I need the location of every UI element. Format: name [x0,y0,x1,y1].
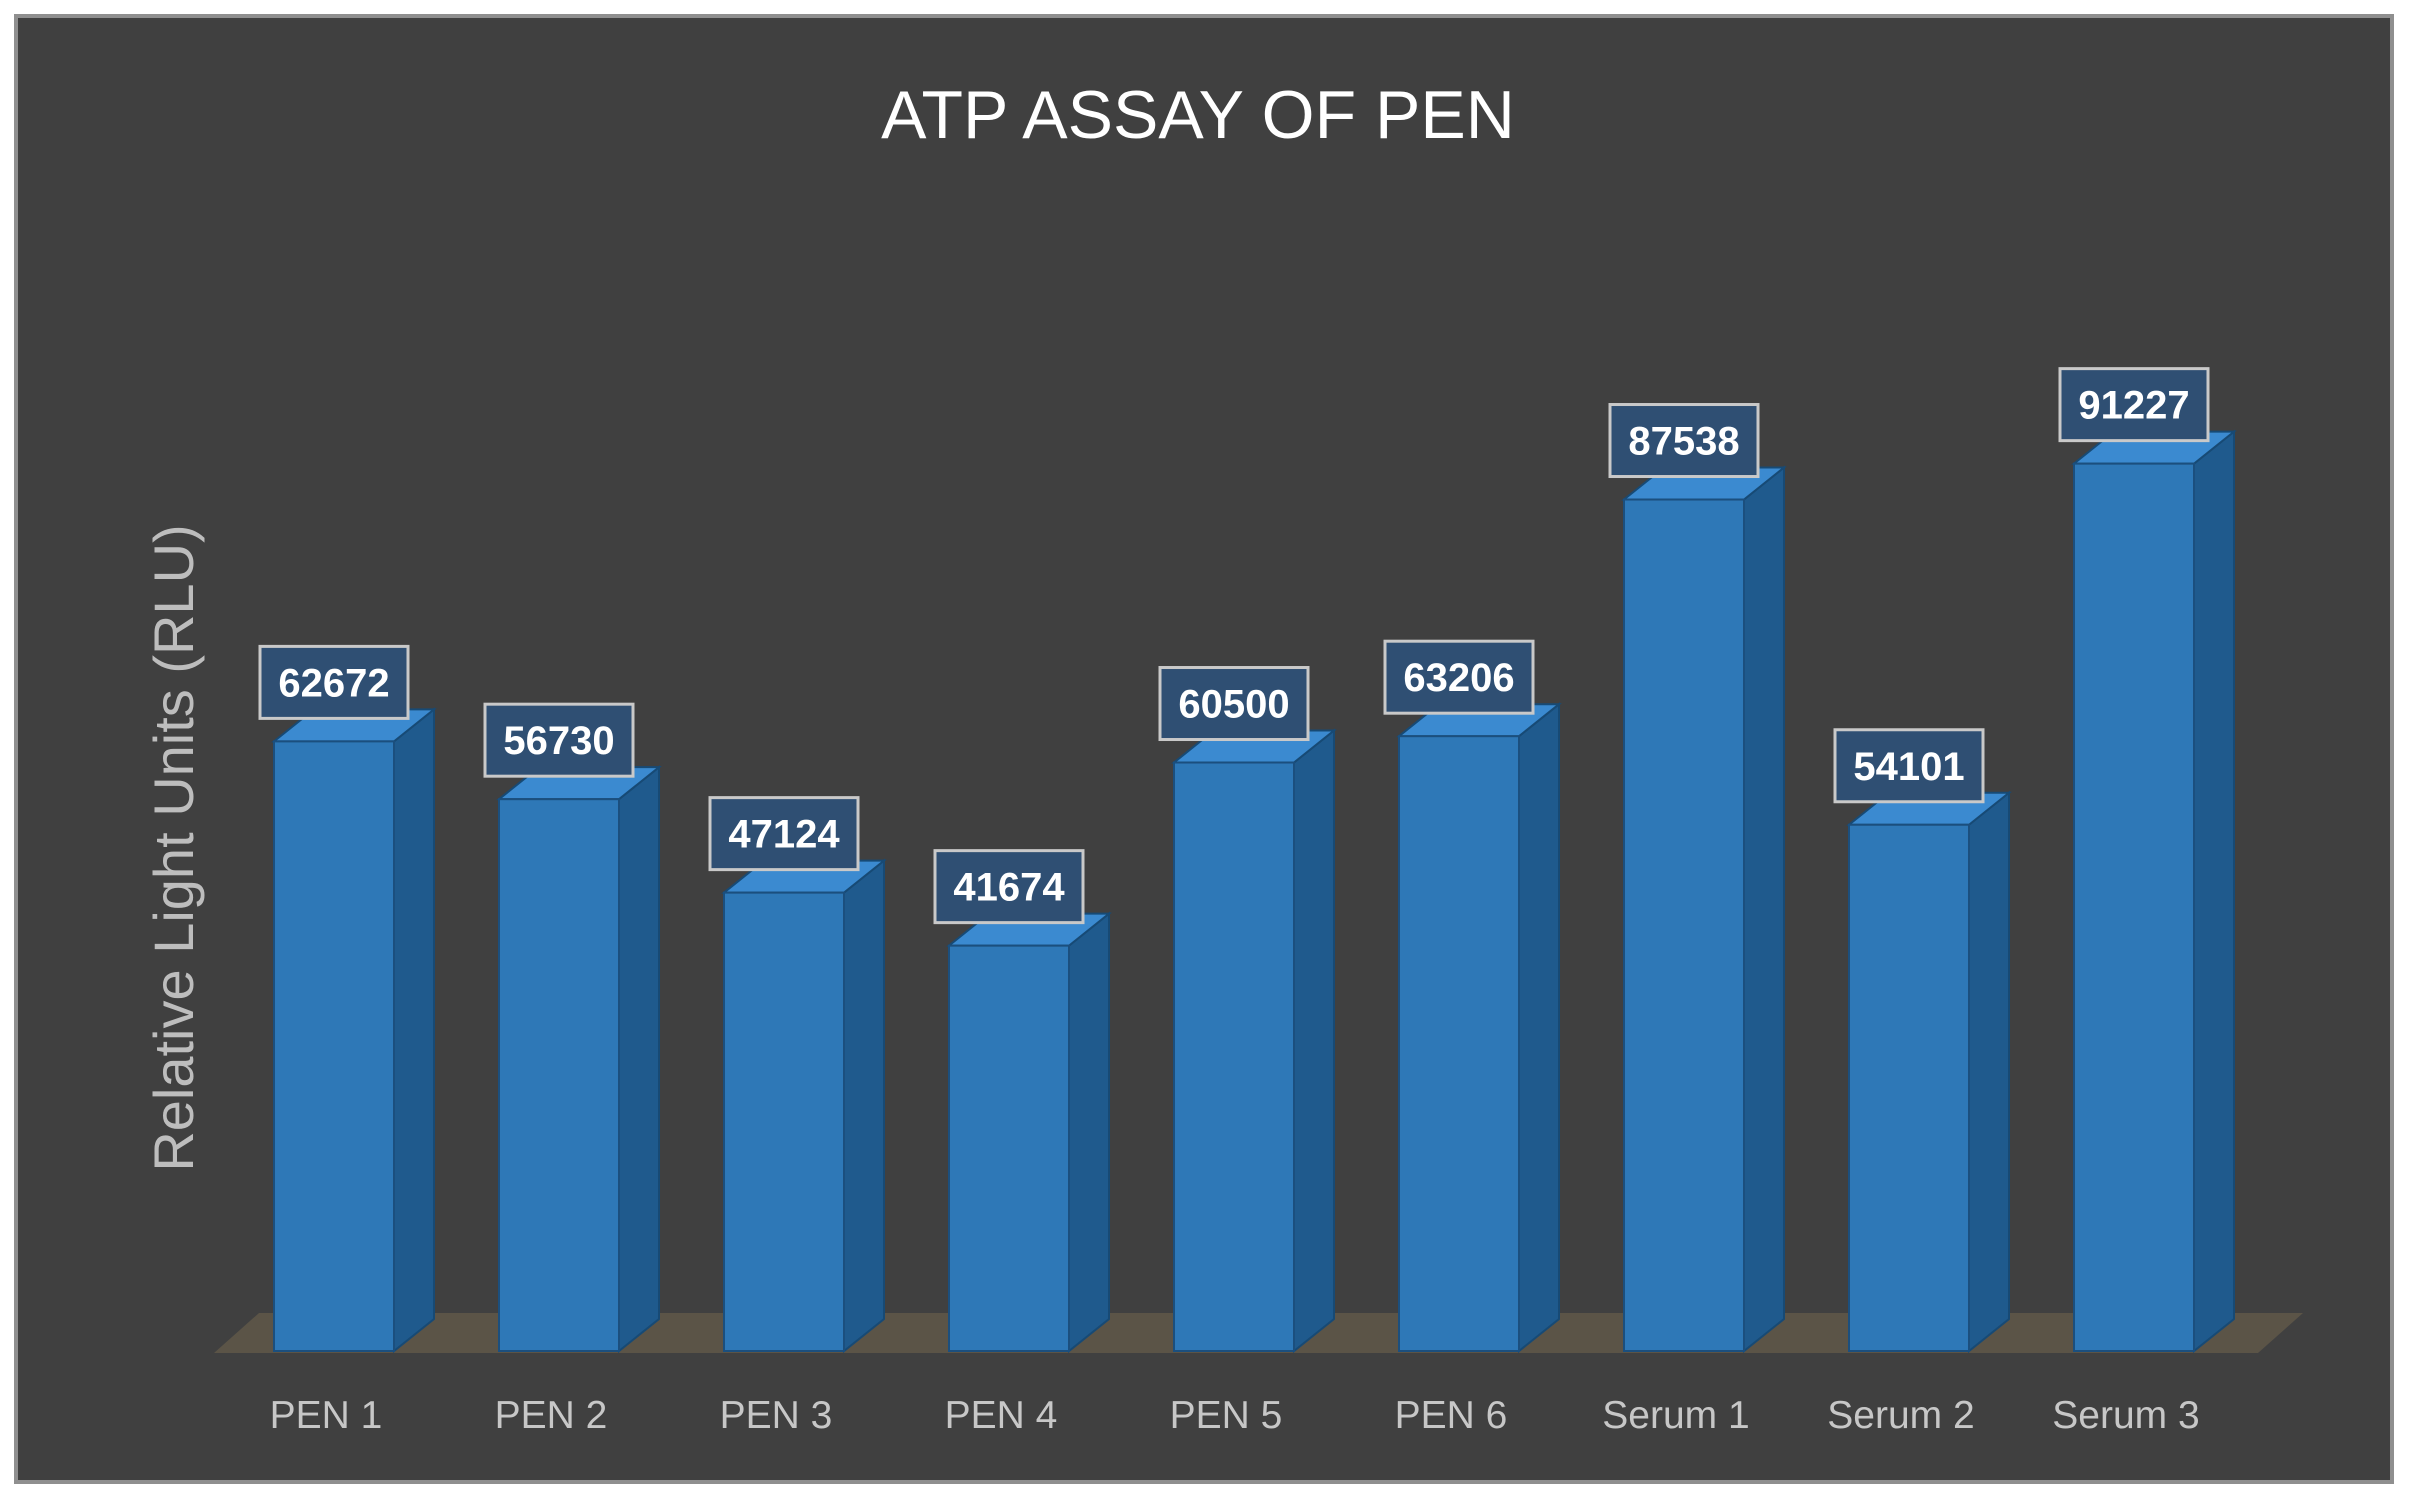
bar-side-face [618,765,660,1354]
data-label-box [1158,666,1310,742]
data-label-box [708,796,860,872]
bar-pen-5 [1171,728,1337,1354]
data-label-box [258,644,410,720]
data-label-pen-2: 56730 [483,702,635,778]
data-label-value: 63206 [1403,656,1514,700]
bar-front-face [1623,498,1745,1352]
bar-front-face [1173,761,1295,1352]
data-label-box [933,849,1085,925]
data-label-pen-3: 47124 [708,796,860,872]
bars-layer [271,429,2237,1354]
bar-serum-3 [2071,429,2237,1354]
bar-serum-2 [1846,790,2012,1354]
bar-side-face [1743,465,1785,1354]
data-label-box [483,702,635,778]
bar-front-face [948,944,1070,1353]
bar-front-face [723,891,845,1353]
bar-pen-6 [1396,702,1562,1354]
bar-side-face [393,707,435,1354]
bar-side-face [1068,911,1110,1354]
chart-panel: ATP ASSAY OF PEN Relative Light Units (R… [14,14,2394,1484]
category-label-pen-6: PEN 6 [1395,1394,1508,1437]
bar-pen-2 [496,765,662,1354]
data-label-serum-3: 91227 [2058,367,2210,443]
data-label-value: 56730 [503,719,614,763]
data-label-box [1833,728,1985,804]
data-label-box [2058,367,2210,443]
data-label-serum-1: 87538 [1608,403,1760,479]
bar-front-face [273,740,395,1352]
category-label-pen-1: PEN 1 [270,1394,383,1437]
data-label-pen-1: 62672 [258,644,410,720]
data-label-pen-6: 63206 [1383,639,1535,715]
bar-pen-1 [271,707,437,1354]
data-label-value: 91227 [2078,384,2189,428]
data-labels-layer: 62672 56730 47124 41674 60500 63206 87538 54101… [258,367,2210,925]
data-label-value: 60500 [1178,683,1289,727]
category-labels-layer: PEN 1 PEN 2 PEN 3 PEN 4 PEN 5 PEN 6 Serum 1 Ser… [270,1394,2200,1437]
category-label-serum-3: Serum 3 [2052,1394,2199,1437]
bar-side-face [1293,728,1335,1354]
bar-front-face [1398,735,1520,1352]
bar-side-face [1518,702,1560,1354]
bar-serum-1 [1621,465,1787,1354]
bar-front-face [2073,462,2195,1353]
data-label-value: 41674 [953,866,1065,910]
data-label-pen-4: 41674 [933,849,1085,925]
category-label-pen-5: PEN 5 [1170,1394,1283,1437]
bar-pen-4 [946,911,1112,1354]
data-label-box [1608,403,1760,479]
category-label-pen-3: PEN 3 [720,1394,833,1437]
bar-pen-3 [721,858,887,1354]
data-label-serum-2: 54101 [1833,728,1985,804]
data-label-value: 87538 [1628,420,1739,464]
data-label-value: 47124 [728,813,840,857]
category-label-serum-1: Serum 1 [1602,1394,1749,1437]
data-label-box [1383,639,1535,715]
bar-front-face [498,798,620,1352]
bar-chart: ATP ASSAY OF PEN Relative Light Units (R… [142,77,2303,1437]
bar-side-face [2193,429,2235,1354]
chart-title: ATP ASSAY OF PEN [881,77,1515,153]
bar-side-face [843,858,885,1354]
data-label-value: 54101 [1853,745,1964,789]
y-axis-label: Relative Light Units (RLU) [142,524,205,1171]
category-label-serum-2: Serum 2 [1827,1394,1974,1437]
category-label-pen-4: PEN 4 [945,1394,1058,1437]
data-label-value: 62672 [278,661,389,705]
bar-side-face [1968,790,2010,1354]
bar-front-face [1848,823,1970,1352]
category-label-pen-2: PEN 2 [495,1394,608,1437]
data-label-pen-5: 60500 [1158,666,1310,742]
